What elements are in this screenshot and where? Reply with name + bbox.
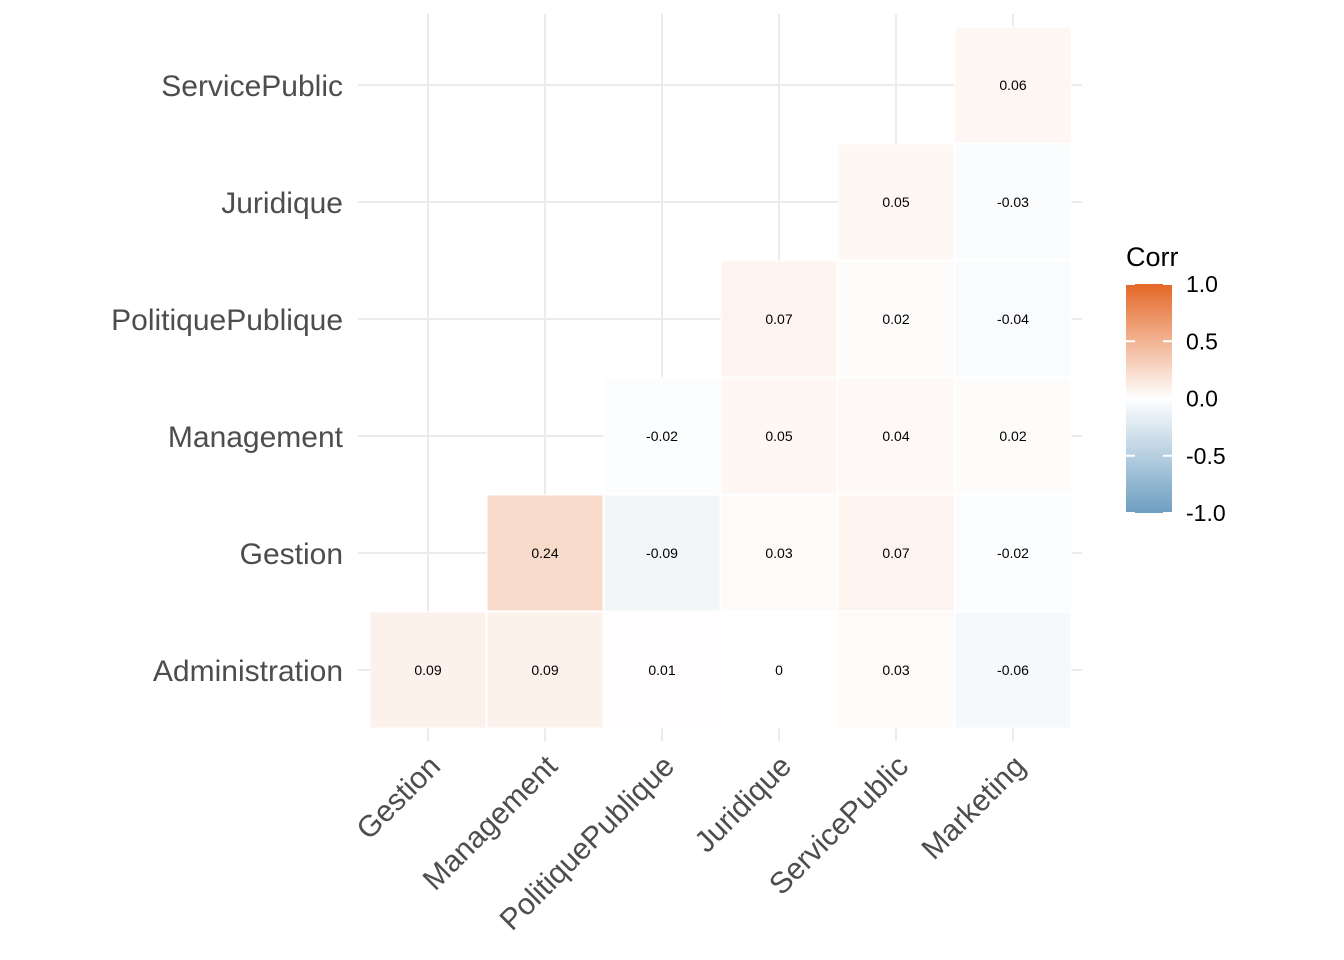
cell-label-gestion-administration: 0.09 [414, 662, 441, 678]
legend-ticks: 1.0 0.5 0.0 -0.5 -1.0 [1126, 271, 1226, 526]
x-tick-label-marketing: Marketing [915, 750, 1031, 866]
heatmap-cell-juridique-administration [720, 611, 838, 729]
heatmap-cell-servicepublic-gestion [837, 494, 955, 612]
heatmap-cell-marketing-servicepublic [954, 26, 1072, 144]
cell-label-servicepublic-politiquepublique: 0.02 [882, 311, 909, 327]
cell-label-servicepublic-administration: 0.03 [882, 662, 909, 678]
heatmap-cell-marketing-gestion [954, 494, 1072, 612]
x-tick-label-juridique: Juridique [689, 750, 798, 859]
cell-label-juridique-management: 0.05 [765, 428, 792, 444]
cell-label-servicepublic-juridique: 0.05 [882, 194, 909, 210]
y-tick-label-management: Management [168, 421, 344, 454]
legend-tick-label: 1.0 [1186, 271, 1218, 297]
heatmap-cell-politiquepublique-management [603, 377, 721, 495]
cell-label-politiquepublique-gestion: -0.09 [646, 545, 678, 561]
heatmap-cell-marketing-administration [954, 611, 1072, 729]
cell-label-marketing-juridique: -0.03 [997, 194, 1029, 210]
cell-label-marketing-management: 0.02 [999, 428, 1026, 444]
x-tick-label-gestion: Gestion [351, 750, 447, 846]
heatmap-cell-gestion-administration [369, 611, 487, 729]
legend-tick-label: -1.0 [1186, 500, 1226, 526]
legend-tick-label: 0.0 [1186, 386, 1218, 412]
heatmap-cell-juridique-politiquepublique [720, 260, 838, 378]
cell-label-juridique-administration: 0 [775, 662, 783, 678]
cell-label-servicepublic-gestion: 0.07 [882, 545, 909, 561]
cell-label-marketing-politiquepublique: -0.04 [997, 311, 1029, 327]
cell-label-marketing-servicepublic: 0.06 [999, 77, 1026, 93]
legend-tick-label: 0.5 [1186, 328, 1218, 354]
y-tick-label-administration: Administration [153, 655, 343, 688]
heatmap-cell-servicepublic-management [837, 377, 955, 495]
cell-label-juridique-politiquepublique: 0.07 [765, 311, 792, 327]
color-legend: Corr 1.0 0.5 0.0 -0.5 -1.0 [1126, 242, 1226, 526]
cell-label-marketing-administration: -0.06 [997, 662, 1029, 678]
y-tick-label-juridique: Juridique [221, 187, 343, 220]
heatmap-cells [369, 26, 1072, 729]
heatmap-cell-servicepublic-administration [837, 611, 955, 729]
y-tick-label-politiquepublique: PolitiquePublique [111, 304, 343, 337]
heatmap-cell-servicepublic-juridique [837, 143, 955, 261]
cell-label-politiquepublique-administration: 0.01 [648, 662, 675, 678]
cell-value-labels: 0.09 0.09 0.01 0 0.03 -0.06 0.24 -0.09 0.03 0.07 -… [414, 77, 1029, 678]
heatmap-cell-marketing-politiquepublique [954, 260, 1072, 378]
heatmap-cell-marketing-juridique [954, 143, 1072, 261]
heatmap-cell-servicepublic-politiquepublique [837, 260, 955, 378]
y-axis-labels: Administration Gestion Management Politique… [111, 70, 344, 688]
cell-label-management-administration: 0.09 [531, 662, 558, 678]
heatmap-cell-management-gestion [486, 494, 604, 612]
heatmap-cell-juridique-gestion [720, 494, 838, 612]
legend-title: Corr [1126, 242, 1179, 272]
y-tick-label-gestion: Gestion [240, 538, 343, 571]
heatmap-cell-politiquepublique-administration [603, 611, 721, 729]
heatmap-cell-management-administration [486, 611, 604, 729]
heatmap-cell-politiquepublique-gestion [603, 494, 721, 612]
legend-tick-label: -0.5 [1186, 443, 1226, 469]
cell-label-marketing-gestion: -0.02 [997, 545, 1029, 561]
cell-label-juridique-gestion: 0.03 [765, 545, 792, 561]
heatmap-cell-marketing-management [954, 377, 1072, 495]
cell-label-politiquepublique-management: -0.02 [646, 428, 678, 444]
cell-label-management-gestion: 0.24 [531, 545, 558, 561]
cell-label-servicepublic-management: 0.04 [882, 428, 909, 444]
heatmap-cell-juridique-management [720, 377, 838, 495]
y-tick-label-servicepublic: ServicePublic [161, 70, 343, 103]
